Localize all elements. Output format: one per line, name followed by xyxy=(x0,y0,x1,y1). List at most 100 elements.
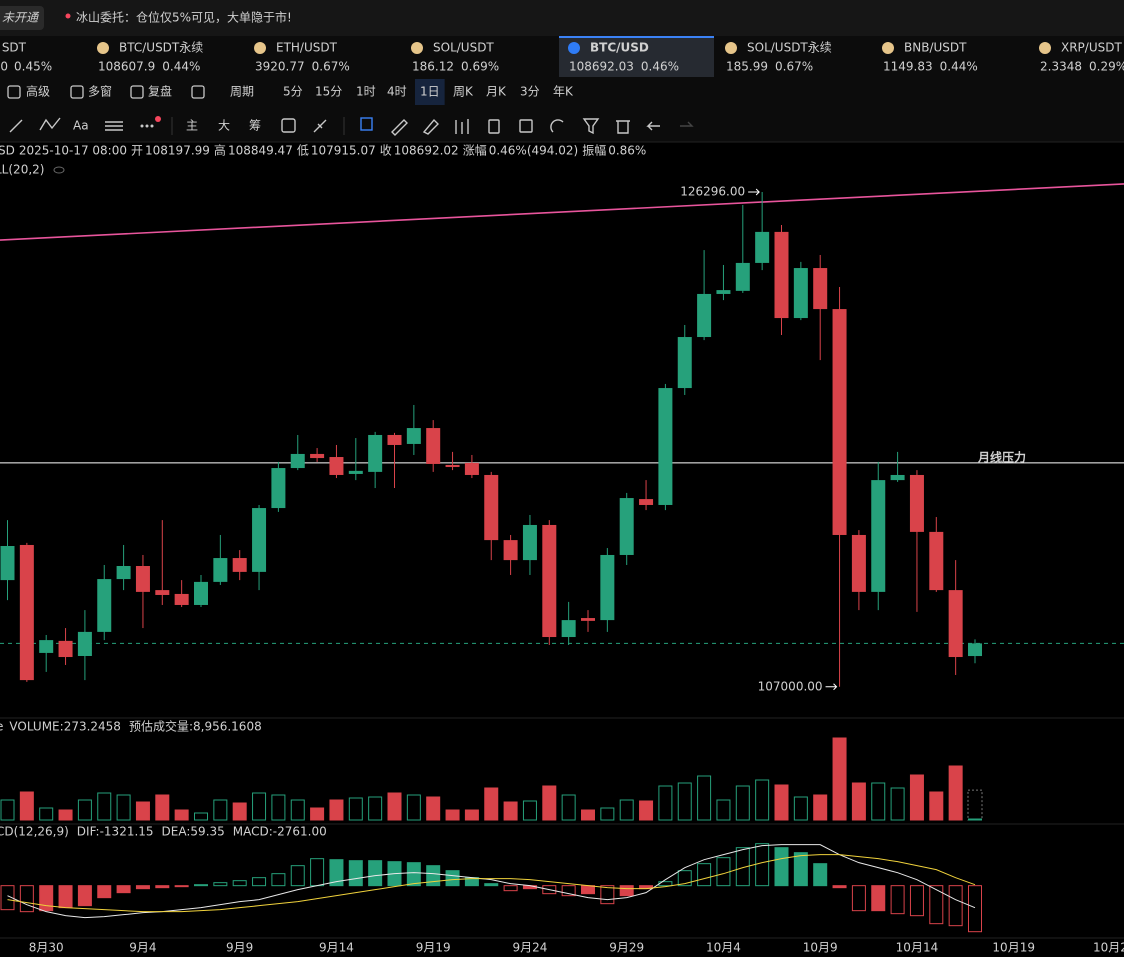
ticker-price[interactable]: 1149.83 xyxy=(883,60,933,74)
info-symbol: SD xyxy=(0,144,15,158)
toolbar-item[interactable]: 多窗 xyxy=(88,85,112,99)
toolbar-item[interactable]: 周期 xyxy=(230,85,254,99)
icon-undo[interactable] xyxy=(646,121,660,131)
drawing-tool[interactable]: Aa xyxy=(73,119,89,133)
ticker-change[interactable]: 0.69% xyxy=(461,60,499,74)
icon-more[interactable] xyxy=(140,124,144,128)
ticker-price[interactable]: 185.99 xyxy=(726,60,768,74)
icon-fib[interactable] xyxy=(105,121,123,131)
toolbar-item[interactable]: 1日 xyxy=(420,85,440,99)
icon-advanced[interactable] xyxy=(7,85,21,99)
ticker-symbol[interactable]: SOL/USDT xyxy=(433,41,494,55)
icon-replay[interactable] xyxy=(130,85,144,99)
candle-body xyxy=(658,388,673,505)
volume-bar xyxy=(735,785,750,821)
trendline xyxy=(0,183,1124,241)
icon-eye[interactable] xyxy=(53,166,65,174)
drawing-tool[interactable]: 大 xyxy=(218,119,230,133)
toolbar-item[interactable]: 5分 xyxy=(283,85,303,99)
icon-multiwindow[interactable] xyxy=(70,85,84,99)
candle-body xyxy=(619,498,634,555)
candle-body xyxy=(909,474,924,532)
ticker-symbol[interactable]: XRP/USDT xyxy=(1061,41,1122,55)
icon-pen[interactable] xyxy=(422,118,439,135)
toolbar-item[interactable]: 4时 xyxy=(387,85,407,99)
candle-body xyxy=(174,593,189,605)
ticker-price[interactable]: 3920.77 xyxy=(255,60,305,74)
x-tick-label: 9月14 xyxy=(319,941,354,955)
ticker-symbol[interactable]: BTC/USD xyxy=(590,41,649,55)
macd-bar xyxy=(445,870,460,887)
toolbar-item[interactable]: 3分 xyxy=(520,85,540,99)
icon-more[interactable] xyxy=(150,124,154,128)
info-label: 振幅 xyxy=(582,143,606,158)
info-label: 开 xyxy=(131,144,143,158)
toolbar-item[interactable]: 15分 xyxy=(315,85,342,99)
volume-bar xyxy=(503,801,518,821)
candle-body xyxy=(968,643,982,657)
macd-bar xyxy=(793,852,808,887)
toolbar-item[interactable]: 1时 xyxy=(356,85,376,99)
ticker-symbol[interactable]: SDT xyxy=(2,41,27,55)
toolbar-item[interactable]: 年K xyxy=(553,85,574,99)
ticker-change[interactable]: 0.29% xyxy=(1089,60,1124,74)
icon-polyline[interactable] xyxy=(39,117,61,131)
toolbar-item[interactable]: 复盘 xyxy=(148,84,172,99)
volume-bar xyxy=(600,807,615,821)
icon-candles[interactable] xyxy=(455,119,469,134)
ticker-price[interactable]: 108692.03 xyxy=(569,60,634,74)
active-ticker-bg[interactable] xyxy=(559,37,714,77)
ticker-change[interactable]: 0.44% xyxy=(940,60,978,74)
candle-body xyxy=(310,453,325,459)
macd-bar xyxy=(929,885,944,925)
ticker-price[interactable]: 108607.9 xyxy=(98,60,155,74)
toolbar-item[interactable]: 高级 xyxy=(26,84,50,99)
icon-line[interactable] xyxy=(9,119,23,133)
macd-bar xyxy=(484,883,499,887)
ticker-change[interactable]: 0.67% xyxy=(312,60,350,74)
candle-body xyxy=(755,231,770,263)
candle-body xyxy=(735,262,750,291)
toolbar-active-bg[interactable] xyxy=(415,79,445,105)
icon-snap[interactable] xyxy=(281,118,296,133)
ticker-change[interactable]: 0.45% xyxy=(14,60,52,74)
icon-period[interactable] xyxy=(191,85,205,99)
toolbar-item[interactable]: 月K xyxy=(486,85,507,99)
ticker-change[interactable]: 0.46% xyxy=(641,60,679,74)
ticker-symbol[interactable]: ETH/USDT xyxy=(276,41,338,55)
ticker-price[interactable]: 0 xyxy=(0,60,8,74)
ticker-symbol[interactable]: SOL/USDT永续 xyxy=(747,41,832,55)
info-value: 108849.47 xyxy=(228,144,293,158)
icon-more[interactable] xyxy=(145,124,149,128)
icon-measure[interactable] xyxy=(313,119,327,133)
macd-bar xyxy=(406,862,421,887)
macd-bar xyxy=(348,860,363,887)
ticker-price[interactable]: 2.3348 xyxy=(1040,60,1082,74)
volume-bar xyxy=(697,775,712,821)
ticker-symbol[interactable]: BNB/USDT xyxy=(904,41,967,55)
drawing-icons[interactable] xyxy=(9,116,694,136)
icon-edit[interactable] xyxy=(519,119,533,133)
icon-select[interactable] xyxy=(360,117,373,131)
candle-body xyxy=(813,268,828,310)
macd-bar xyxy=(97,885,112,899)
ticker-icon xyxy=(254,42,266,54)
icon-delete[interactable] xyxy=(616,120,630,134)
toolbar-item[interactable]: 周K xyxy=(453,85,474,99)
icon-clipboard[interactable] xyxy=(488,119,500,134)
candle-body xyxy=(639,499,654,505)
ticker-symbol[interactable]: BTC/USDT永续 xyxy=(119,41,203,55)
ticker-change[interactable]: 0.67% xyxy=(775,60,813,74)
candle-body xyxy=(464,462,479,475)
drawing-tool[interactable]: 主 xyxy=(186,119,198,133)
volume-bar xyxy=(19,791,34,821)
ticker-price[interactable]: 186.12 xyxy=(412,60,454,74)
icon-magnet[interactable] xyxy=(550,119,564,133)
icon-filter[interactable] xyxy=(582,118,600,135)
drawing-tool[interactable]: 筹 xyxy=(249,119,261,133)
icon-ruler[interactable] xyxy=(391,119,408,136)
candle-body xyxy=(116,566,131,580)
volume-bar xyxy=(890,787,905,821)
ticker-change[interactable]: 0.44% xyxy=(162,60,200,74)
candle-body xyxy=(426,428,441,464)
